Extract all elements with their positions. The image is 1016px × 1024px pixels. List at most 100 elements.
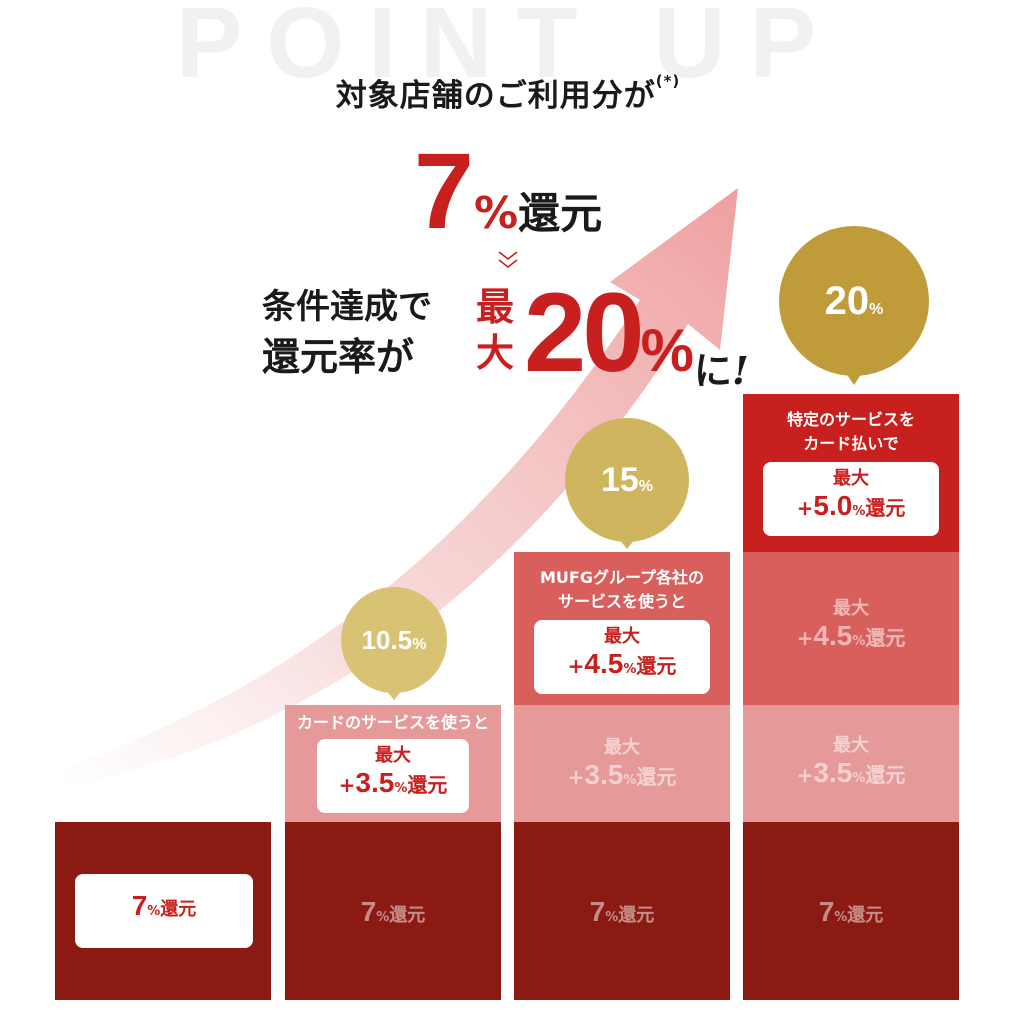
suffix-ni: に [694, 349, 733, 393]
condition-line-2: 還元率が [262, 335, 415, 379]
point-up-watermark: POINT UP [175, 0, 841, 99]
boost-num: 3.5 [355, 767, 395, 798]
step-4-mid-label: 最大 +4.5%還元 [743, 598, 959, 658]
boost-num: 4.5 [584, 648, 624, 679]
boost-title: 最大 [604, 626, 640, 647]
step-3-boost-segment: MUFGグループ各社の サービスを使うと 最大 +4.5%還元 [514, 552, 730, 705]
base-offer: 7%還元 [0, 128, 1016, 253]
step-4-boost-card: 最大 +5.0%還元 [763, 462, 939, 536]
step-2-boost-card: 最大 +3.5%還元 [317, 739, 469, 813]
step-4-base-segment: 7%還元 [743, 822, 959, 1000]
ghost-txt: 還元 [636, 765, 677, 789]
ghost-title: 最大 [604, 737, 640, 758]
ghost-sign: + [796, 626, 814, 650]
ghost-sign: + [567, 765, 585, 789]
boost-pct: % [623, 662, 637, 677]
bubble-unit: % [412, 636, 427, 653]
boost-sign: + [567, 654, 585, 678]
step-4-mid-segment: 最大 +4.5%還元 [743, 552, 959, 705]
step-3-description-2: サービスを使うと [557, 592, 686, 611]
boost-txt: 還元 [407, 773, 448, 797]
rate-bubble-3: 15% [565, 418, 689, 542]
boost-sign: + [338, 773, 356, 797]
ghost-num: 4.5 [813, 620, 853, 651]
ghost-pct: % [852, 771, 866, 786]
bubble-tail-3 [619, 539, 635, 549]
bubble-value: 15 [600, 461, 639, 499]
base-pct: % [834, 910, 848, 925]
boost-title: 最大 [833, 468, 869, 489]
step-4-base-label: 7%還元 [743, 896, 959, 928]
step-4-description-2: カード払いで [803, 434, 899, 453]
base-rate-card: 7%還元 [75, 874, 253, 948]
condition-text: 条件達成で 還元率が [262, 282, 432, 382]
ghost-sign: + [796, 763, 814, 787]
base-offer-percent: % [473, 188, 519, 239]
base-pct: % [605, 910, 619, 925]
step-4-prev-label: 最大 +3.5%還元 [743, 735, 959, 795]
max-label: 最 大 [476, 284, 514, 376]
base-num: 7 [818, 896, 835, 927]
max-rate-suffix: に! [694, 340, 749, 395]
max-rate-value: 20 [524, 270, 645, 395]
boost-num: 5.0 [813, 490, 853, 521]
ghost-txt: 還元 [865, 626, 906, 650]
base-rate-txt: 還元 [160, 899, 197, 920]
boost-txt: 還元 [865, 496, 906, 520]
bubble-unit: % [869, 301, 884, 318]
step-4-description-1: 特定のサービスを [786, 410, 915, 429]
step-3-prev-label: 最大 +3.5%還元 [514, 737, 730, 797]
boost-pct: % [852, 504, 866, 519]
boost-pct: % [394, 781, 408, 796]
step-column-1: 7%還元 [55, 822, 271, 1000]
step-column-4: 特定のサービスを カード払いで 最大 +5.0%還元 最大 +4.5%還元 最大… [743, 394, 959, 1000]
step-3-description-1: MUFGグループ各社の [539, 568, 705, 587]
boost-title: 最大 [375, 745, 411, 766]
rate-bubble-2: 10.5% [341, 587, 447, 693]
rate-bubble-4: 20% [779, 226, 929, 376]
step-3-base-label: 7%還元 [514, 896, 730, 928]
step-column-2: カードのサービスを使うと 最大 +3.5%還元 7%還元 [285, 705, 501, 1000]
base-num: 7 [360, 896, 377, 927]
max-char-1: 最 [476, 285, 515, 329]
step-2-base-label: 7%還元 [285, 896, 501, 928]
headline-note: (*) [655, 72, 681, 90]
exclaim-mark: ! [732, 348, 749, 393]
base-rate-label: 7%還元 [75, 890, 253, 922]
base-txt: 還元 [618, 905, 655, 926]
bubble-tail-2 [386, 690, 402, 700]
boost-txt: 還元 [636, 654, 677, 678]
condition-line-1: 条件達成で [262, 287, 432, 327]
step-3-boost-card: 最大 +4.5%還元 [534, 620, 710, 694]
double-chevron-down-icon [498, 251, 518, 269]
base-rate-pct: % [147, 904, 161, 919]
ghost-txt: 還元 [865, 763, 906, 787]
base-offer-suffix: 還元 [518, 189, 603, 238]
ghost-title: 最大 [833, 598, 869, 619]
headline: 対象店舗のご利用分が(*) [0, 70, 1016, 115]
step-4-prev-segment: 最大 +3.5%還元 [743, 705, 959, 822]
step-4-boost-segment: 特定のサービスを カード払いで 最大 +5.0%還元 [743, 394, 959, 552]
max-rate-percent: % [640, 317, 694, 384]
ghost-pct: % [852, 634, 866, 649]
bubble-unit: % [638, 478, 654, 495]
step-3-prev-segment: 最大 +3.5%還元 [514, 705, 730, 822]
ghost-title: 最大 [833, 735, 869, 756]
step-2-boost-segment: カードのサービスを使うと 最大 +3.5%還元 [285, 705, 501, 822]
max-rate: 20% [524, 268, 694, 397]
step-column-3: MUFGグループ各社の サービスを使うと 最大 +4.5%還元 最大 +3.5%… [514, 552, 730, 1000]
step-3-base-segment: 7%還元 [514, 822, 730, 1000]
bubble-value: 20 [824, 279, 870, 323]
base-pct: % [376, 910, 390, 925]
max-char-2: 大 [476, 331, 515, 375]
headline-text: 対象店舗のご利用分が [335, 78, 656, 114]
base-txt: 還元 [847, 905, 884, 926]
base-rate-num: 7 [131, 890, 148, 921]
ghost-num: 3.5 [813, 757, 853, 788]
ghost-pct: % [623, 773, 637, 788]
base-num: 7 [589, 896, 606, 927]
bubble-tail-4 [846, 373, 862, 385]
step-2-description: カードのサービスを使うと [296, 713, 489, 732]
ghost-num: 3.5 [584, 759, 624, 790]
